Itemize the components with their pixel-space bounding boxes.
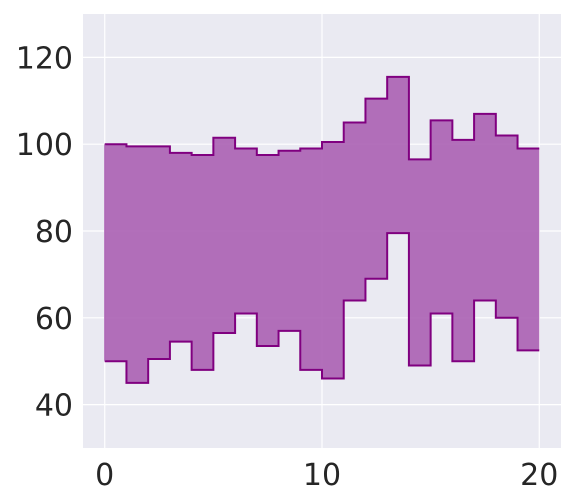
y-tick-label: 100 (16, 128, 73, 163)
plot-area (104, 75, 540, 384)
x-tick-label: 0 (95, 458, 114, 493)
x-tick-label: 20 (520, 458, 558, 493)
lower-step-line (104, 232, 540, 384)
y-tick-label: 120 (16, 41, 73, 76)
y-tick-label: 40 (35, 389, 73, 424)
upper-step-line (104, 75, 540, 161)
y-tick-label: 60 (35, 302, 73, 337)
y-axis: 40 60 80 100 120 (16, 41, 73, 423)
x-axis: 0 10 20 (95, 458, 558, 493)
x-tick-label: 10 (303, 458, 341, 493)
y-tick-label: 80 (35, 215, 73, 250)
